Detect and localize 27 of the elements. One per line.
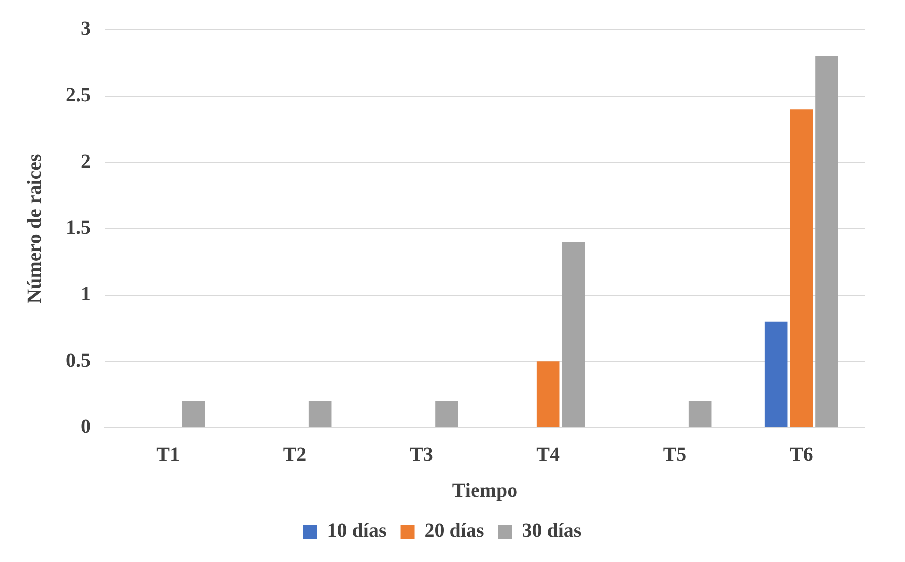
bar [790,110,814,428]
legend-label: 10 días [327,520,387,542]
y-tick-label: 0 [81,416,91,438]
y-tick-label: 2 [81,150,91,173]
bar [562,242,586,428]
y-tick-label: 3 [81,18,91,40]
x-tick-label: T5 [663,444,687,466]
legend-label: 20 días [424,520,484,542]
y-tick-label: 1.5 [66,217,91,240]
bar [816,56,838,428]
y-axis-title: Número de raices [24,154,46,304]
bar [308,401,332,428]
x-tick-label: T2 [283,444,307,466]
bar [436,401,458,428]
legend-label: 30 días [522,520,582,542]
x-tick-label: T1 [156,444,180,466]
bar [182,401,206,428]
y-tick-label: 1 [81,284,91,306]
bar [764,322,788,428]
x-axis-title: Tiempo [452,480,518,502]
x-tick-label: T4 [536,444,560,466]
x-tick-label: T6 [790,444,814,466]
bar [536,362,560,428]
bar [688,401,712,428]
x-tick-label: T3 [410,444,434,466]
y-tick-label: 2.5 [66,84,91,107]
y-tick-label: 0.5 [66,350,91,372]
